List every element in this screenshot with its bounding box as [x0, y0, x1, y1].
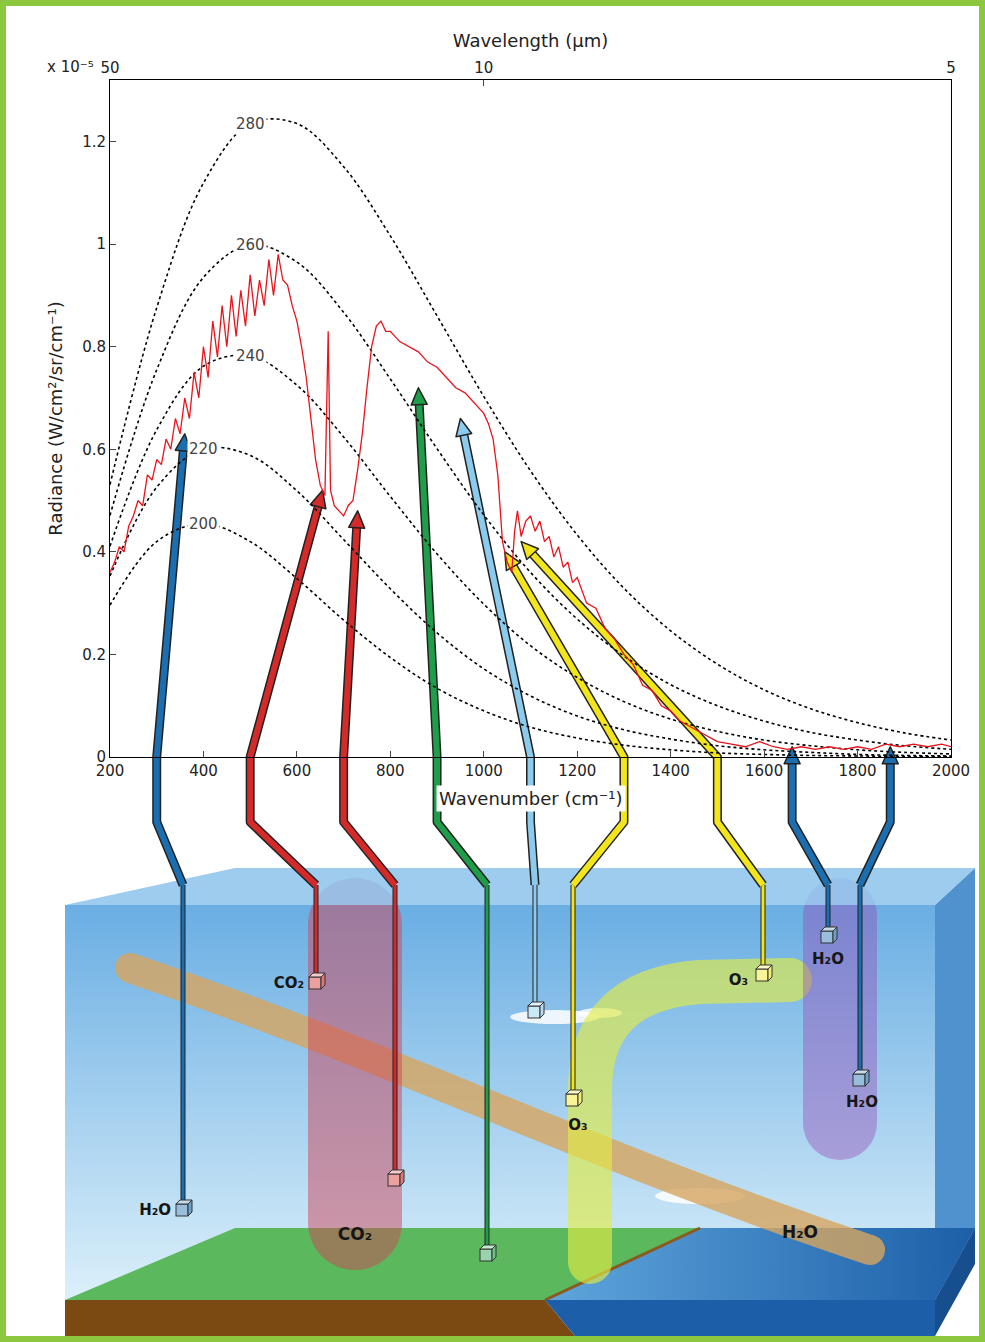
svg-text:400: 400: [189, 762, 218, 780]
svg-text:Wavenumber (cm⁻¹): Wavenumber (cm⁻¹): [439, 788, 623, 809]
svg-text:240: 240: [236, 347, 265, 365]
svg-text:2000: 2000: [932, 762, 970, 780]
svg-text:H₂O: H₂O: [139, 1201, 171, 1219]
svg-text:0: 0: [96, 748, 106, 766]
svg-text:0.4: 0.4: [82, 543, 106, 561]
svg-text:1600: 1600: [745, 762, 783, 780]
svg-text:5: 5: [946, 59, 956, 77]
svg-text:CO₂: CO₂: [274, 974, 304, 992]
svg-text:CO₂: CO₂: [338, 1224, 372, 1244]
svg-text:H₂O: H₂O: [846, 1093, 878, 1111]
svg-text:1000: 1000: [465, 762, 503, 780]
svg-text:200: 200: [96, 762, 125, 780]
svg-text:O₃: O₃: [568, 1116, 587, 1134]
svg-text:0.6: 0.6: [82, 441, 106, 459]
svg-text:1800: 1800: [838, 762, 876, 780]
svg-text:800: 800: [376, 762, 405, 780]
svg-text:H₂O: H₂O: [782, 1222, 818, 1242]
svg-text:1: 1: [96, 235, 106, 253]
svg-text:0.8: 0.8: [82, 338, 106, 356]
svg-text:10: 10: [474, 59, 493, 77]
svg-text:H₂O: H₂O: [812, 950, 844, 968]
svg-text:50: 50: [100, 59, 119, 77]
svg-text:Wavelength (μm): Wavelength (μm): [453, 30, 609, 51]
svg-text:260: 260: [236, 236, 265, 254]
svg-text:1200: 1200: [558, 762, 596, 780]
svg-text:1400: 1400: [652, 762, 690, 780]
svg-text:220: 220: [189, 440, 218, 458]
svg-text:200: 200: [189, 515, 218, 533]
svg-text:280: 280: [236, 115, 265, 133]
svg-text:1.2: 1.2: [82, 133, 106, 151]
svg-text:0.2: 0.2: [82, 646, 106, 664]
svg-text:O₃: O₃: [729, 971, 748, 989]
svg-text:600: 600: [283, 762, 312, 780]
svg-text:Radiance (W/cm²/sr/cm⁻¹): Radiance (W/cm²/sr/cm⁻¹): [45, 301, 66, 535]
svg-text:x 10⁻⁵: x 10⁻⁵: [47, 58, 94, 76]
